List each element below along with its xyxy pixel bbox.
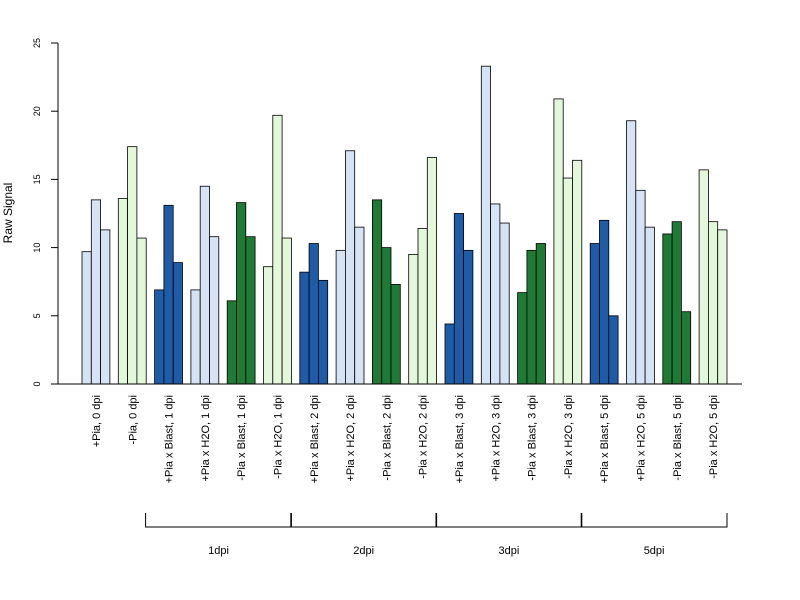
- y-tick-label: 20: [32, 106, 42, 116]
- bar: [371, 199, 383, 385]
- bar: [263, 266, 274, 385]
- bar: [626, 120, 637, 385]
- category-label: +Pia x Blast, 5 dpi: [599, 395, 611, 483]
- group-label: 2dpi: [353, 545, 374, 557]
- category-label: +Pia x H2O, 2 dpi: [345, 395, 357, 482]
- y-tick-label: 25: [32, 38, 42, 48]
- category-labels-layer: +Pia, 0 dpi -Pia, 0 dpi +Pia x Blast, 1 dp…: [91, 395, 720, 483]
- bar: [117, 198, 129, 385]
- bar: [172, 262, 183, 385]
- category-label: +Pia x H2O, 1 dpi: [200, 395, 212, 482]
- bar: [717, 229, 728, 385]
- bar: [499, 222, 510, 385]
- category-label: +Pia x Blast, 2 dpi: [309, 395, 321, 483]
- bar: [272, 114, 283, 385]
- bar: [100, 229, 111, 385]
- category-label: +Pia x H2O, 3 dpi: [490, 395, 502, 482]
- bar: [390, 284, 401, 385]
- bar: [608, 315, 619, 385]
- bar: [127, 146, 138, 385]
- group-bracket: [290, 513, 438, 528]
- bar: [562, 177, 573, 385]
- group-label: 1dpi: [208, 545, 229, 557]
- bar: [154, 289, 165, 385]
- bar: [453, 213, 464, 385]
- group-brackets-layer: 1dpi 2dpi 3dpi 5dpi: [145, 513, 728, 557]
- bar: [572, 159, 583, 385]
- bar: [81, 251, 92, 385]
- y-tick-label: 5: [32, 313, 42, 318]
- bar: [136, 237, 147, 385]
- bar: [299, 271, 310, 385]
- category-label: +Pia x Blast, 1 dpi: [164, 395, 176, 483]
- group-label: 5dpi: [644, 545, 665, 557]
- category-label: -Pia x Blast, 5 dpi: [672, 395, 684, 481]
- bar: [245, 236, 256, 385]
- bar: [599, 219, 610, 385]
- bars-layer: [81, 65, 728, 385]
- category-label: -Pia x H2O, 3 dpi: [563, 395, 575, 479]
- bar: [163, 204, 174, 385]
- bar: [381, 247, 392, 385]
- group-bracket: [435, 513, 583, 528]
- category-label: -Pia x Blast, 2 dpi: [381, 395, 393, 481]
- bar: [517, 292, 528, 385]
- bar: [417, 228, 428, 385]
- bar: [199, 185, 210, 385]
- bar: [444, 323, 455, 385]
- category-label: -Pia x Blast, 3 dpi: [527, 395, 539, 481]
- bar: [226, 300, 237, 385]
- bar: [236, 202, 247, 385]
- y-axis-title: Raw Signal: [1, 183, 15, 244]
- y-tick-label: 0: [32, 381, 42, 386]
- group-label: 3dpi: [499, 545, 520, 557]
- bar: [526, 249, 537, 385]
- bar: [480, 65, 491, 385]
- bar: [635, 189, 646, 385]
- category-label: -Pia x H2O, 1 dpi: [272, 395, 284, 479]
- y-tick-label: 15: [32, 174, 42, 184]
- category-label: -Pia, 0 dpi: [127, 395, 139, 445]
- y-tick-label: 10: [32, 243, 42, 253]
- bar: [708, 221, 719, 385]
- bar: [662, 233, 673, 385]
- category-label: +Pia x H2O, 5 dpi: [635, 395, 647, 482]
- category-label: +Pia x Blast, 3 dpi: [454, 395, 466, 483]
- bar: [335, 249, 346, 385]
- bar: [644, 226, 655, 385]
- bar: [671, 221, 682, 385]
- bar: [90, 199, 102, 385]
- bar: [698, 169, 709, 385]
- bar: [589, 243, 600, 385]
- bar: [354, 226, 365, 385]
- bar: [209, 236, 220, 385]
- bar: [426, 157, 437, 385]
- bar: [681, 311, 692, 385]
- bar: [490, 203, 501, 385]
- bar: [535, 243, 546, 385]
- category-label: -Pia x H2O, 5 dpi: [708, 395, 720, 479]
- bar: [408, 254, 419, 385]
- bar: [308, 243, 319, 385]
- bar: [281, 237, 292, 385]
- bar: [553, 98, 564, 385]
- category-label: -Pia x H2O, 2 dpi: [418, 395, 430, 479]
- bar: [344, 150, 356, 385]
- group-bracket: [580, 513, 728, 528]
- bar: [190, 289, 201, 385]
- bar: [317, 279, 329, 385]
- category-label: -Pia x Blast, 1 dpi: [236, 395, 248, 481]
- axes-layer: 0 5 10 15 20 25: [32, 38, 742, 387]
- category-label: +Pia, 0 dpi: [91, 395, 103, 447]
- group-bracket: [145, 513, 292, 528]
- bar: [463, 249, 474, 385]
